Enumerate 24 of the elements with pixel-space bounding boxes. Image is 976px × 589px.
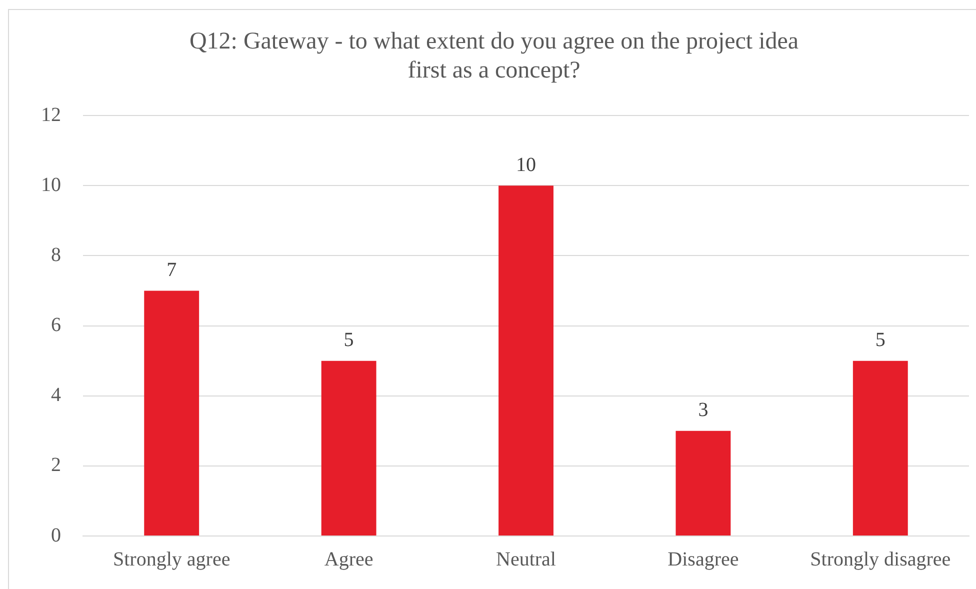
x-tick-label: Strongly disagree xyxy=(810,548,951,570)
data-label: 5 xyxy=(344,329,354,352)
y-tick-label: 10 xyxy=(41,174,61,196)
y-tick-label: 8 xyxy=(51,244,61,266)
bar xyxy=(852,360,908,536)
y-tick-label: 12 xyxy=(41,104,61,126)
y-tick-label: 6 xyxy=(51,314,61,336)
x-tick-label: Agree xyxy=(324,548,374,570)
data-label: 3 xyxy=(698,399,708,422)
text: Q12: Gateway - to what extent do you agree on the project idea xyxy=(189,28,799,55)
data-label: 7 xyxy=(166,259,177,282)
bar xyxy=(321,360,376,536)
x-tick-label: Disagree xyxy=(668,548,739,570)
y-tick-label: 0 xyxy=(51,524,61,546)
data-label: 5 xyxy=(875,329,886,352)
text: first as a concept? xyxy=(408,57,580,84)
x-tick-label: Strongly agree xyxy=(113,548,230,570)
bar xyxy=(676,430,731,536)
x-tick-label: Neutral xyxy=(496,548,556,570)
y-tick-label: 4 xyxy=(51,384,61,406)
bar xyxy=(498,186,554,536)
bar xyxy=(144,290,200,536)
y-tick-label: 2 xyxy=(51,454,61,476)
data-label: 10 xyxy=(516,154,536,176)
